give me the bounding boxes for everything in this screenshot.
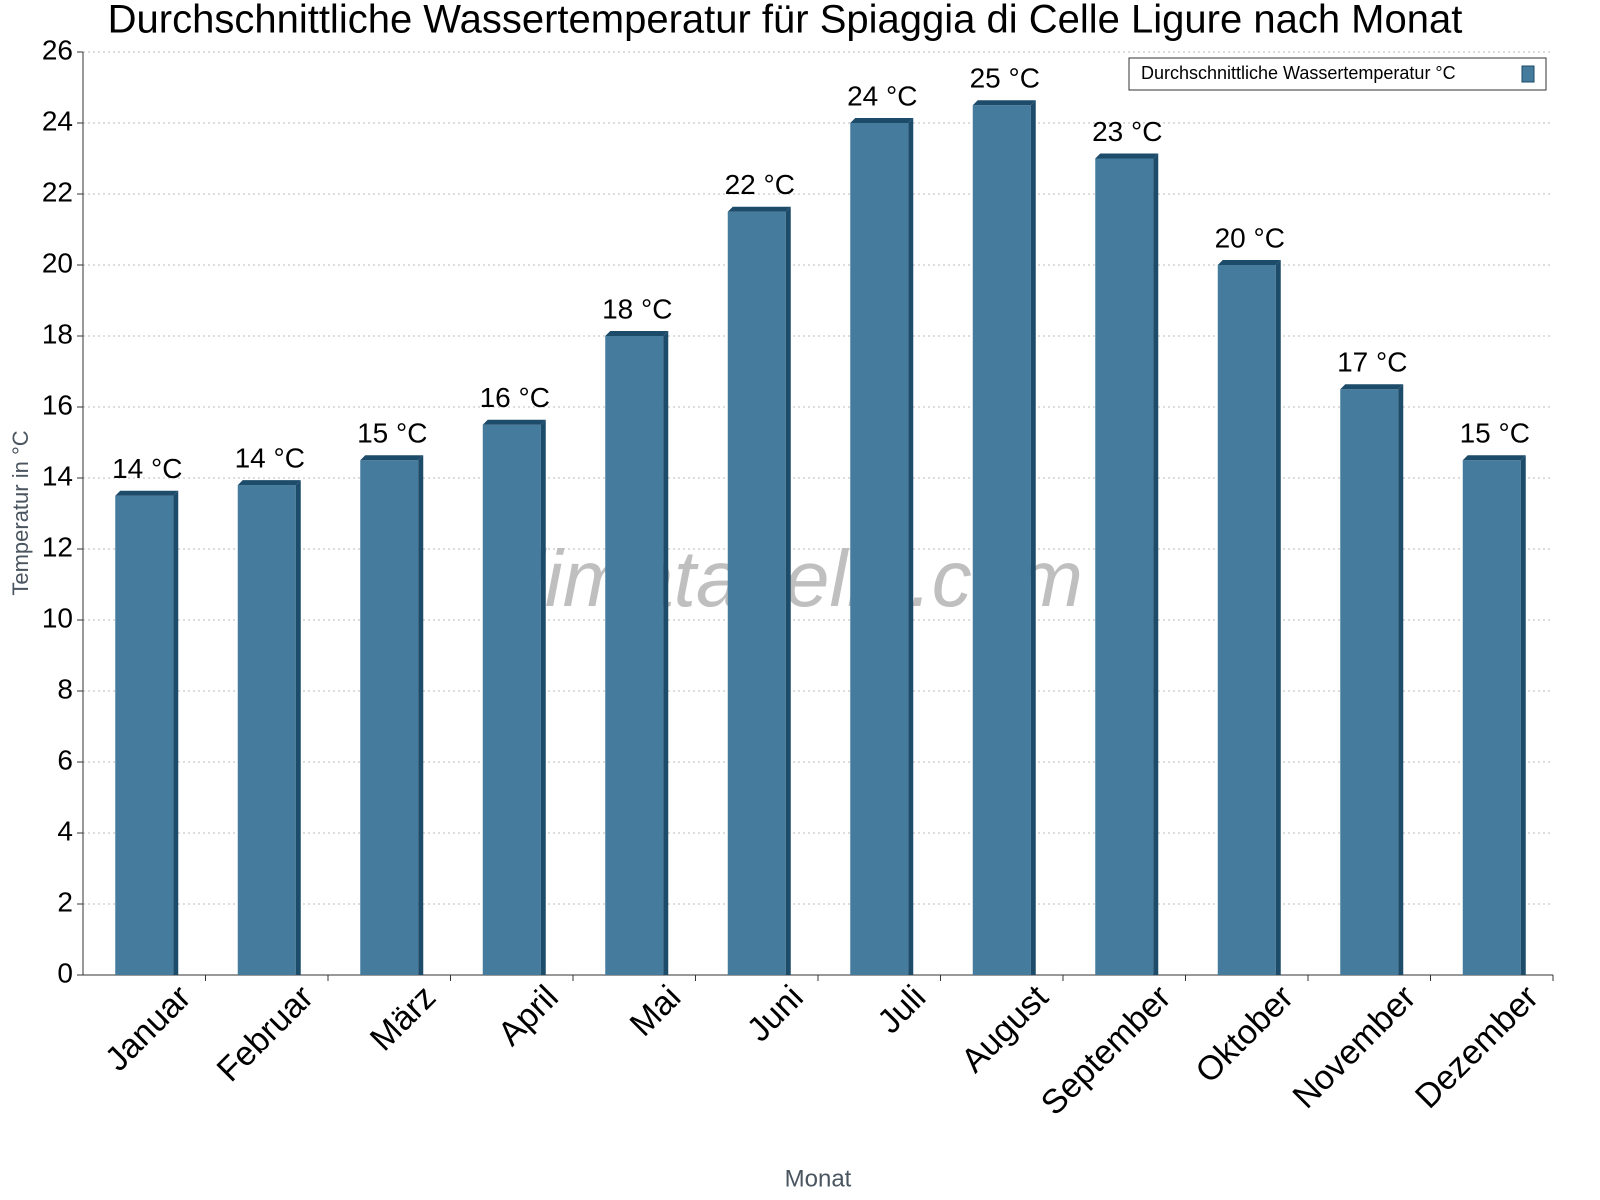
bar-face — [727, 211, 786, 975]
bar-side — [173, 490, 179, 975]
bar-face — [605, 336, 664, 975]
bar — [1340, 384, 1404, 975]
x-tick-label: Februar — [210, 978, 321, 1089]
bar-face — [1462, 460, 1521, 975]
x-tick-label: August — [954, 978, 1056, 1080]
bar-side — [1520, 455, 1526, 975]
bar — [115, 490, 179, 975]
bar-face — [360, 460, 419, 975]
bar — [850, 118, 914, 975]
bar-top — [850, 118, 914, 123]
y-tick-label: 12 — [42, 531, 73, 562]
bar-face — [850, 123, 909, 975]
y-tick-label: 24 — [42, 105, 73, 136]
legend-box — [1128, 57, 1547, 91]
value-label: 17 °C — [1337, 347, 1407, 378]
bar — [605, 331, 669, 975]
bar-side — [1153, 153, 1159, 975]
bar-face — [482, 424, 541, 975]
bar — [360, 455, 424, 975]
bar-side — [295, 480, 301, 975]
bar-side — [1030, 100, 1036, 975]
y-tick-label: 0 — [57, 957, 73, 988]
x-axis-label: Monat — [785, 1165, 852, 1192]
y-tick-label: 22 — [42, 176, 73, 207]
bar-top — [482, 419, 546, 425]
value-label: 22 °C — [725, 169, 795, 200]
bar-top — [1462, 455, 1526, 461]
value-label: 16 °C — [480, 382, 550, 413]
bar-top — [972, 100, 1036, 106]
legend-swatch — [1521, 65, 1535, 83]
bar-side — [785, 206, 791, 975]
value-label: 15 °C — [1460, 418, 1530, 449]
bar-top — [1340, 384, 1404, 390]
bar-side — [1398, 384, 1404, 975]
x-tick-label: Mai — [623, 978, 689, 1044]
bar-face — [1217, 265, 1276, 975]
x-tick-label: Oktober — [1188, 978, 1300, 1090]
y-tick-label: 18 — [42, 318, 73, 349]
bar-top — [1095, 153, 1159, 159]
bar — [1217, 260, 1281, 975]
x-tick-label: September — [1034, 978, 1178, 1122]
bar — [482, 419, 546, 975]
legend-label: Durchschnittliche Wassertemperatur °C — [1141, 63, 1456, 83]
bar-top — [115, 490, 179, 496]
x-tick-label: März — [363, 978, 443, 1058]
bar — [237, 480, 301, 975]
value-label: 25 °C — [970, 63, 1040, 94]
value-label: 14 °C — [112, 453, 182, 484]
x-tick-label: Januar — [98, 978, 198, 1078]
y-tick-label: 2 — [57, 886, 73, 917]
y-tick-label: 6 — [57, 744, 73, 775]
value-label: 14 °C — [235, 442, 305, 473]
bar-side — [418, 455, 424, 975]
y-tick-label: 8 — [57, 673, 73, 704]
value-label: 15 °C — [357, 418, 427, 449]
x-tick-label: April — [491, 978, 566, 1053]
chart-title: Durchschnittliche Wassertemperatur für S… — [108, 0, 1463, 42]
bar-face — [237, 485, 296, 975]
x-tick-label: November — [1285, 978, 1423, 1116]
bar — [1095, 153, 1159, 975]
bar-face — [1095, 158, 1154, 975]
bar-side — [908, 118, 914, 975]
bar-side — [663, 331, 669, 975]
y-tick-label: 4 — [57, 815, 73, 846]
bar-top — [727, 206, 791, 212]
value-label: 20 °C — [1215, 222, 1285, 253]
bar-face — [972, 105, 1031, 975]
y-tick-label: 20 — [42, 247, 73, 278]
bar-top — [360, 455, 424, 461]
bar — [727, 206, 791, 975]
bar — [972, 100, 1036, 975]
bar-face — [1340, 389, 1399, 975]
bar-top — [237, 480, 301, 486]
value-label: 18 °C — [602, 293, 672, 324]
y-tick-label: 10 — [42, 602, 73, 633]
y-tick-label: 14 — [42, 460, 73, 491]
y-tick-label: 16 — [42, 389, 73, 420]
value-label: 24 °C — [847, 80, 917, 111]
bar-side — [540, 419, 546, 975]
x-tick-label: Juni — [740, 978, 811, 1049]
x-tick-label: Juli — [870, 978, 933, 1041]
y-tick-label: 26 — [42, 34, 73, 65]
y-axis-label: Temperatur in °C — [8, 430, 33, 595]
x-tick-label: Dezember — [1408, 978, 1546, 1116]
bar-top — [1217, 260, 1281, 265]
bar-top — [605, 331, 669, 336]
bar-face — [115, 495, 174, 975]
bar — [1462, 455, 1526, 975]
value-label: 23 °C — [1092, 116, 1162, 147]
bar-side — [1275, 260, 1281, 975]
